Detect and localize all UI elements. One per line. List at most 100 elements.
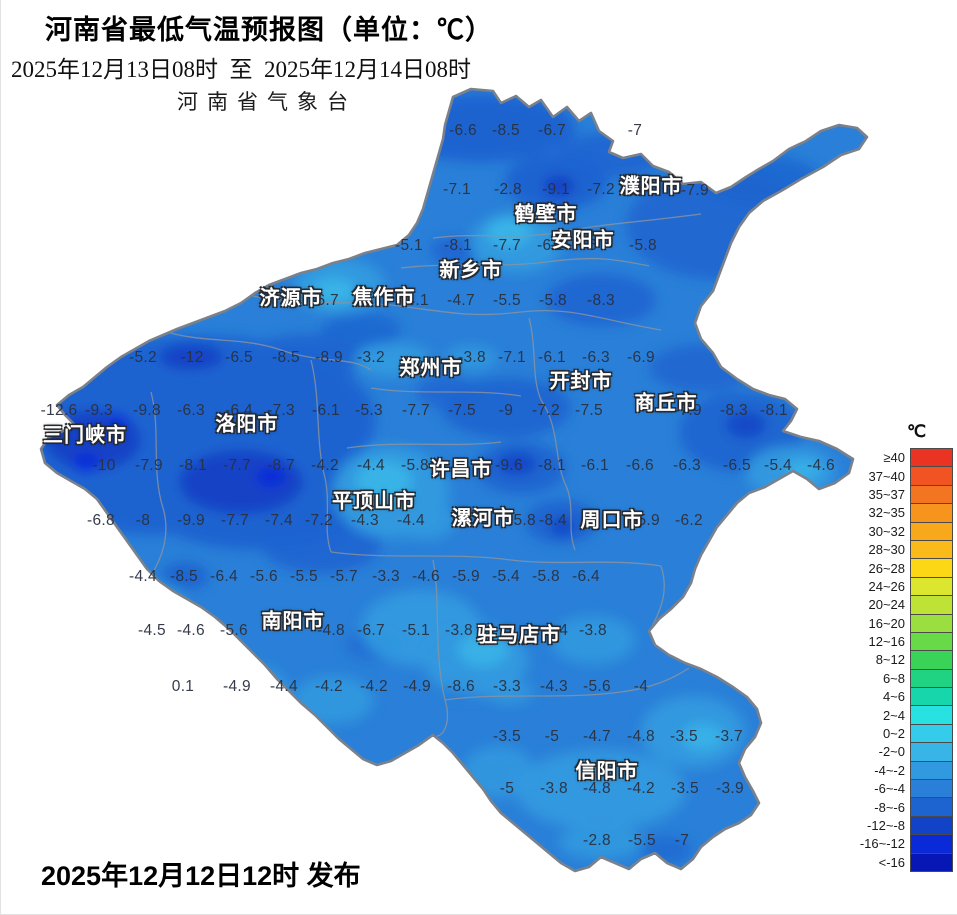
- page-title: 河南省最低气温预报图（单位：℃）: [45, 15, 493, 45]
- temp-value: -6.4: [225, 402, 253, 419]
- province-outline: [39, 87, 869, 873]
- legend-label: <-16: [878, 854, 905, 870]
- agency-label: 河南省气象台: [177, 90, 357, 114]
- temp-value: -8.5: [272, 349, 300, 366]
- temp-value: -5.1: [402, 622, 430, 639]
- legend-swatch: [910, 834, 953, 854]
- legend-row: -2~0: [835, 742, 953, 762]
- temp-value: -4.8: [317, 622, 345, 639]
- temp-value: -3.3: [372, 568, 400, 585]
- temp-value: -12: [180, 349, 204, 366]
- temp-value: -4.4: [270, 678, 298, 695]
- temp-value: -5.5: [493, 292, 521, 309]
- legend-label: 8~12: [875, 652, 905, 668]
- legend-label: -8~-6: [874, 799, 905, 815]
- temp-value: -3.8: [445, 622, 473, 639]
- legend-swatch: [910, 779, 953, 799]
- city-label: 鹤壁市: [514, 203, 578, 226]
- legend-row: 24~26: [835, 576, 953, 597]
- temp-value: -5.8: [532, 568, 560, 585]
- temp-value: -8.5: [170, 568, 198, 585]
- legend-label: 32~35: [868, 505, 905, 521]
- temp-value: -5.7: [330, 568, 358, 585]
- legend-row: -12~-8: [835, 815, 953, 836]
- legend-swatch: [910, 815, 953, 836]
- temp-value: -5.6: [583, 678, 611, 695]
- temp-value: -7.2: [532, 402, 560, 419]
- temp-value: -10: [92, 457, 116, 474]
- temp-value: -6.1: [581, 457, 609, 474]
- temp-value: -5.6: [220, 622, 248, 639]
- temp-value: -9.8: [133, 402, 161, 419]
- legend-label: 30~32: [868, 523, 905, 539]
- temp-value: -6.1: [538, 349, 566, 366]
- temp-value: -8.1: [538, 457, 566, 474]
- temp-value: -5.6: [250, 568, 278, 585]
- legend-label: 37~40: [868, 468, 905, 484]
- temp-value: -5.3: [355, 402, 383, 419]
- temp-value: -7.5: [575, 402, 603, 419]
- legend-row: 0~2: [835, 723, 953, 744]
- legend-row: -4~-2: [835, 760, 953, 781]
- legend-unit: ℃: [907, 422, 927, 441]
- city-label: 洛阳市: [215, 413, 279, 436]
- temp-value: -3.5: [493, 728, 521, 745]
- legend-row: 30~32: [835, 521, 953, 541]
- legend-label: 20~24: [868, 597, 905, 613]
- city-label: 南阳市: [261, 610, 325, 633]
- temp-value: -4.6: [412, 568, 440, 585]
- temp-value: -7: [627, 122, 643, 139]
- legend-label: -4~-2: [874, 762, 905, 778]
- temp-value: -6.7: [357, 622, 385, 639]
- temp-value: -6.9: [627, 349, 655, 366]
- legend-row: -16~-12: [835, 834, 953, 854]
- city-label: 济源市: [259, 287, 323, 310]
- temp-value: -9.9: [177, 512, 205, 529]
- legend-label: 4~6: [882, 689, 905, 705]
- temp-value: -7.7: [221, 512, 249, 529]
- issue-time: 2025年12月12日12时 发布: [41, 861, 361, 891]
- legend-label: 2~4: [882, 707, 905, 723]
- temp-value: -7.7: [402, 402, 430, 419]
- legend-label: 0~2: [882, 726, 905, 742]
- legend-row: 8~12: [835, 650, 953, 670]
- legend-swatch: [910, 558, 953, 578]
- legend-row: 16~20: [835, 613, 953, 633]
- temp-value: -3.3: [493, 678, 521, 695]
- city-label: 商丘市: [634, 392, 698, 415]
- legend-row: 6~8: [835, 668, 953, 689]
- legend-label: 28~30: [868, 542, 905, 558]
- temp-value: -5.9: [632, 512, 660, 529]
- temp-value: -4.4: [129, 568, 157, 585]
- temp-value: -8.1: [179, 457, 207, 474]
- legend-label: 16~20: [868, 615, 905, 631]
- temp-value: -4: [553, 622, 569, 639]
- temp-value: -4.8: [583, 780, 611, 797]
- legend-swatch: [910, 448, 953, 468]
- temp-value: -7.2: [305, 512, 333, 529]
- temp-value: -2.8: [494, 181, 522, 198]
- temp-value: -7.1: [443, 181, 471, 198]
- city-label: 三门峡市: [43, 424, 127, 447]
- temp-value: -6.1: [537, 237, 565, 254]
- temp-value: -3.9: [716, 780, 744, 797]
- city-label: 开封市: [549, 370, 613, 393]
- temp-value: -4.7: [447, 292, 475, 309]
- temp-value: -4.2: [627, 780, 655, 797]
- temp-value: -8.1: [444, 237, 472, 254]
- temp-value: -4.4: [357, 457, 385, 474]
- legend-swatch: [910, 613, 953, 633]
- legend-row: ≥40: [835, 448, 953, 468]
- temp-value: -7.4: [265, 512, 293, 529]
- legend-rows: ≥40 37~40 35~37 32~35 30~32 28~30 26~28 24~26 20…: [835, 448, 953, 872]
- temp-value: -5.5: [290, 568, 318, 585]
- legend-label: -16~-12: [859, 836, 905, 852]
- legend-label: 24~26: [868, 578, 905, 594]
- temp-value: 0.1: [171, 678, 195, 695]
- legend-row: 37~40: [835, 466, 953, 486]
- temp-value: -5: [499, 780, 515, 797]
- legend-row: 20~24: [835, 595, 953, 615]
- temp-value: -7.9: [135, 457, 163, 474]
